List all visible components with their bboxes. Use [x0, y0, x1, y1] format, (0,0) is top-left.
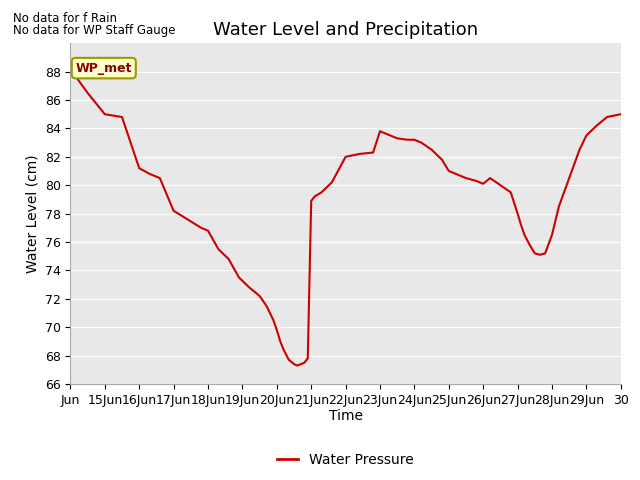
Text: WP_met: WP_met — [76, 61, 132, 74]
Text: No data for WP Staff Gauge: No data for WP Staff Gauge — [13, 24, 175, 37]
Title: Water Level and Precipitation: Water Level and Precipitation — [213, 21, 478, 39]
X-axis label: Time: Time — [328, 409, 363, 423]
Text: No data for f Rain: No data for f Rain — [13, 12, 116, 25]
Legend: Water Pressure: Water Pressure — [272, 447, 419, 472]
Y-axis label: Water Level (cm): Water Level (cm) — [25, 154, 39, 273]
